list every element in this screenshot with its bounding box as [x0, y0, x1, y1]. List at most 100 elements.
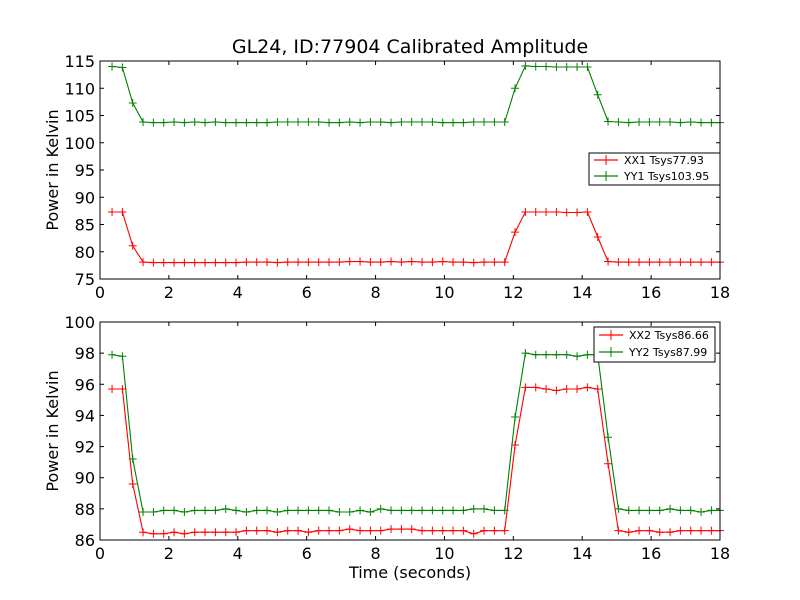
- bottom-y-tick-label: 86: [75, 531, 95, 550]
- bottom-data-point-yy2: [335, 507, 344, 516]
- top-data-point-xx1: [531, 207, 540, 216]
- top-data-point-xx1: [542, 207, 551, 216]
- top-ticks: 0 2 4 6 8 10 12 14 16 18 75 80 85 90 95 100 105 110 115: [64, 52, 730, 302]
- bottom-data-point-xx2: [159, 529, 168, 538]
- top-data-point-xx1: [604, 257, 613, 266]
- top-data-point-xx1: [128, 241, 137, 250]
- top-data-point-yy1: [273, 118, 282, 127]
- top-x-tick-label: 10: [434, 283, 454, 302]
- top-data-point-xx1: [614, 258, 623, 267]
- top-y-tick-label: 95: [75, 161, 95, 180]
- bottom-data-point-xx2: [335, 526, 344, 535]
- top-data-point-xx1: [118, 207, 127, 216]
- bottom-data-point-xx2: [356, 526, 365, 535]
- bottom-data-point-yy2: [273, 507, 282, 516]
- top-data-point-xx1: [459, 258, 468, 267]
- bottom-data-point-yy2: [201, 506, 210, 515]
- top-data-point-xx1: [593, 233, 602, 242]
- bottom-y-tick-label: 88: [75, 500, 95, 519]
- top-data-point-xx1: [366, 258, 375, 267]
- top-data-point-xx1: [139, 258, 148, 267]
- top-y-tick-label: 105: [64, 107, 95, 126]
- top-data-point-yy1: [459, 118, 468, 127]
- top-data-point-xx1: [304, 258, 313, 267]
- top-data-point-xx1: [480, 258, 489, 267]
- top-data-point-xx1: [345, 257, 354, 266]
- top-y-axis-label: Power in Kelvin: [43, 109, 62, 230]
- top-data-point-yy1: [449, 118, 458, 127]
- top-data-point-yy1: [624, 118, 633, 127]
- bottom-data-point-yy2: [666, 504, 675, 513]
- top-data-point-yy1: [294, 118, 303, 127]
- top-data-point-yy1: [490, 118, 499, 127]
- top-data-point-yy1: [562, 62, 571, 71]
- bottom-x-tick-label: 4: [233, 544, 243, 563]
- bottom-data-point-yy2: [376, 504, 385, 513]
- bottom-data-point-yy2: [304, 506, 313, 515]
- bottom-data-point-xx2: [635, 526, 644, 535]
- top-data-point-xx1: [149, 258, 158, 267]
- top-data-point-yy1: [593, 90, 602, 99]
- top-data-point-xx1: [325, 258, 334, 267]
- bottom-data-point-yy2: [645, 506, 654, 515]
- top-data-point-xx1: [655, 258, 664, 267]
- bottom-data-point-yy2: [583, 350, 592, 359]
- top-data-point-xx1: [108, 207, 117, 216]
- bottom-data-point-xx2: [521, 383, 530, 392]
- top-data-point-yy1: [221, 118, 230, 127]
- top-data-point-xx1: [666, 258, 675, 267]
- bottom-data-point-xx2: [376, 526, 385, 535]
- top-data-point-yy1: [376, 118, 385, 127]
- top-x-tick-label: 12: [503, 283, 523, 302]
- top-data-point-xx1: [635, 258, 644, 267]
- bottom-data-point-yy2: [356, 506, 365, 515]
- bottom-data-point-xx2: [118, 384, 127, 393]
- top-data-point-yy1: [604, 117, 613, 126]
- top-data-point-yy1: [397, 118, 406, 127]
- top-data-point-yy1: [149, 118, 158, 127]
- top-data-point-yy1: [180, 118, 189, 127]
- bottom-data-point-yy2: [345, 507, 354, 516]
- bottom-data-point-yy2: [283, 506, 292, 515]
- top-data-point-xx1: [645, 258, 654, 267]
- top-data-point-yy1: [335, 118, 344, 127]
- bottom-data-point-xx2: [252, 526, 261, 535]
- top-data-point-xx1: [376, 258, 385, 267]
- bottom-data-point-yy2: [407, 506, 416, 515]
- bottom-data-point-xx2: [418, 526, 427, 535]
- top-legend-box: [588, 152, 721, 186]
- bottom-data-point-yy2: [428, 506, 437, 515]
- bottom-data-point-yy2: [459, 506, 468, 515]
- top-data-point-yy1: [283, 118, 292, 127]
- bottom-data-point-yy2: [418, 506, 427, 515]
- bottom-data-point-xx2: [232, 528, 241, 537]
- bottom-y-tick-label: 100: [64, 313, 95, 332]
- top-x-tick-label: 6: [302, 283, 312, 302]
- top-x-tick-label: 2: [164, 283, 174, 302]
- top-data-point-yy1: [139, 118, 148, 127]
- top-data-point-xx1: [190, 258, 199, 267]
- top-data-point-xx1: [407, 257, 416, 266]
- bottom-data-point-xx2: [469, 529, 478, 538]
- bottom-data-point-xx2: [593, 384, 602, 393]
- top-data-point-yy1: [118, 63, 127, 72]
- bottom-data-point-xx2: [604, 459, 613, 468]
- bottom-data-point-xx2: [583, 383, 592, 392]
- top-data-point-xx1: [283, 258, 292, 267]
- bottom-data-point-xx2: [655, 528, 664, 537]
- top-data-point-yy1: [128, 98, 137, 107]
- top-data-point-xx1: [624, 258, 633, 267]
- bottom-data-point-xx2: [170, 528, 179, 537]
- bottom-data-point-yy2: [655, 506, 664, 515]
- top-y-tick-label: 115: [64, 52, 95, 71]
- top-x-tick-label: 18: [710, 283, 730, 302]
- top-data-point-xx1: [180, 258, 189, 267]
- bottom-x-tick-label: 10: [434, 544, 454, 563]
- top-data-point-yy1: [614, 118, 623, 127]
- bottom-data-point-yy2: [242, 507, 251, 516]
- top-data-point-xx1: [511, 228, 520, 237]
- bottom-data-point-xx2: [397, 525, 406, 534]
- top-data-point-xx1: [294, 258, 303, 267]
- top-data-point-yy1: [469, 118, 478, 127]
- bottom-x-tick-label: 12: [503, 544, 523, 563]
